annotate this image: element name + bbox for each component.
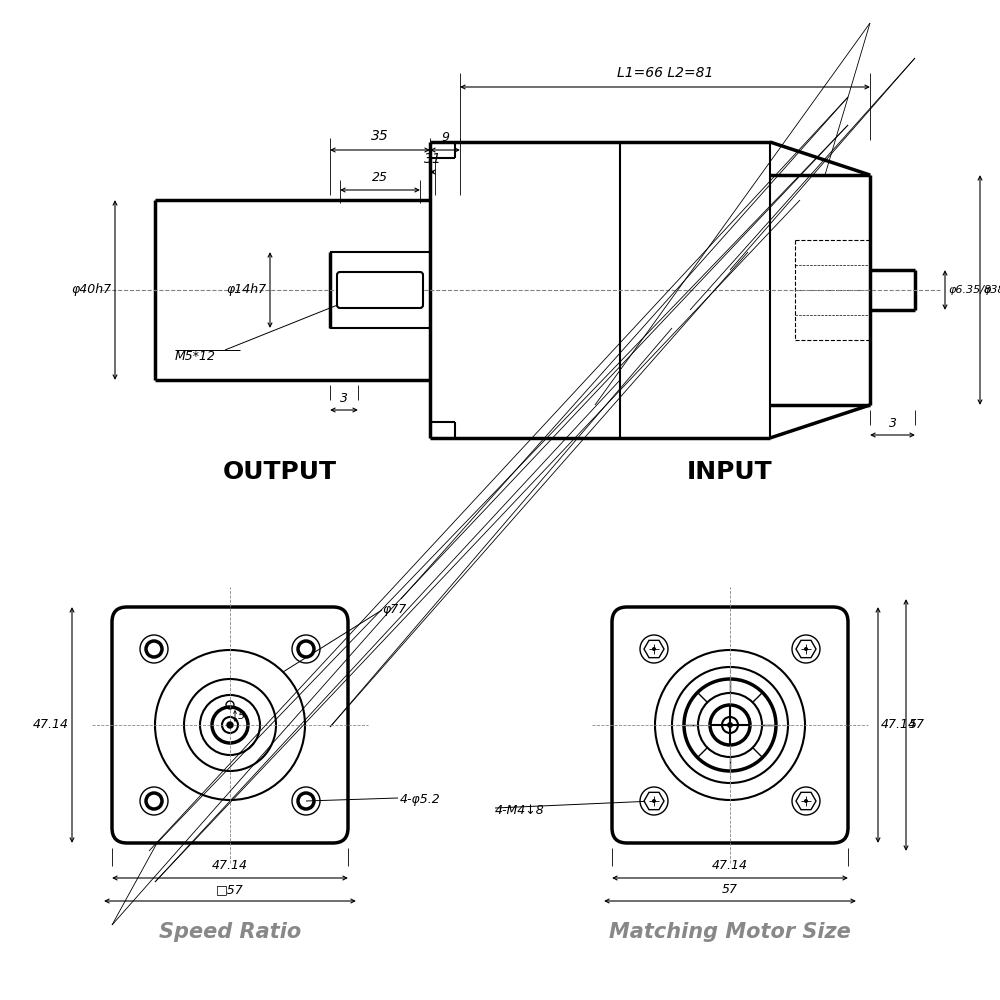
- Polygon shape: [644, 792, 664, 810]
- Text: 47.14: 47.14: [712, 859, 748, 872]
- Text: φ40h7: φ40h7: [72, 284, 112, 296]
- FancyBboxPatch shape: [112, 607, 348, 843]
- Text: 47.14: 47.14: [212, 859, 248, 872]
- Text: 9: 9: [441, 131, 449, 144]
- Text: φ38.1H7: φ38.1H7: [983, 285, 1000, 295]
- FancyBboxPatch shape: [612, 607, 848, 843]
- Text: Matching Motor Size: Matching Motor Size: [609, 922, 851, 942]
- Text: φ6.35/8: φ6.35/8: [948, 285, 991, 295]
- Text: 31: 31: [424, 152, 441, 166]
- Circle shape: [804, 799, 808, 803]
- Text: 4-φ5.2: 4-φ5.2: [400, 794, 441, 806]
- Text: 57: 57: [909, 718, 925, 732]
- Circle shape: [652, 799, 656, 803]
- Circle shape: [804, 647, 808, 651]
- Text: φ77: φ77: [382, 603, 406, 616]
- Polygon shape: [796, 792, 816, 810]
- Circle shape: [227, 722, 233, 728]
- Text: 47.14: 47.14: [881, 718, 917, 732]
- Text: M5*12: M5*12: [175, 350, 216, 363]
- Text: 3: 3: [889, 417, 896, 430]
- Text: 57: 57: [722, 883, 738, 896]
- Text: 5: 5: [238, 711, 245, 721]
- Text: 47.14: 47.14: [33, 718, 69, 732]
- Polygon shape: [796, 640, 816, 658]
- Text: 4-M4↓8: 4-M4↓8: [495, 804, 545, 816]
- Polygon shape: [644, 640, 664, 658]
- Text: 3: 3: [340, 392, 348, 405]
- Circle shape: [727, 722, 733, 728]
- FancyBboxPatch shape: [337, 272, 423, 308]
- Text: φ14h7: φ14h7: [227, 284, 267, 296]
- Text: INPUT: INPUT: [687, 460, 773, 484]
- Text: L1=66 L2=81: L1=66 L2=81: [617, 66, 713, 80]
- Text: Speed Ratio: Speed Ratio: [159, 922, 301, 942]
- Text: 25: 25: [372, 171, 388, 184]
- Text: OUTPUT: OUTPUT: [223, 460, 337, 484]
- Text: 35: 35: [371, 129, 389, 143]
- Circle shape: [652, 647, 656, 651]
- Text: □57: □57: [216, 883, 244, 896]
